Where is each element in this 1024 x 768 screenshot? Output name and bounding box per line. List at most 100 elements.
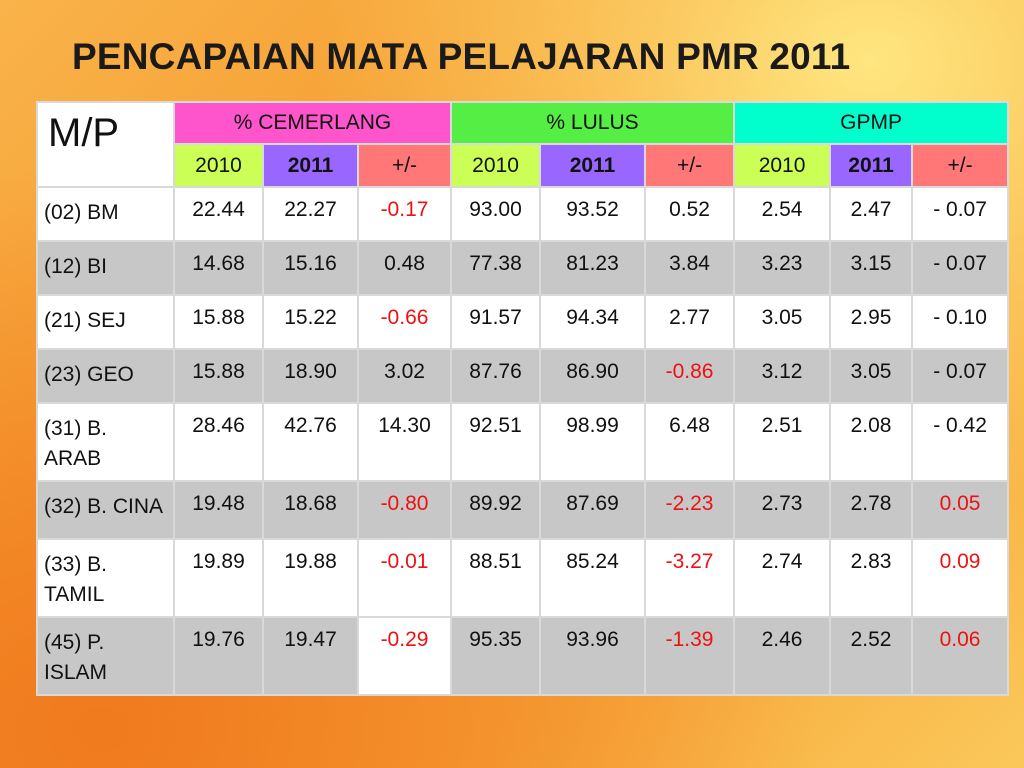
- lulus-2010-cell: 92.51: [450, 402, 542, 482]
- cemerlang-2010-cell: 19.89: [173, 538, 264, 618]
- gpmp-2011-cell: 2.95: [829, 294, 914, 350]
- cemerlang-2011-cell: 19.88: [262, 538, 359, 618]
- table-row: (21) SEJ 15.88 15.22 -0.66 91.57 94.34 2…: [36, 294, 1010, 350]
- gpmp-2011-cell: 3.05: [829, 348, 914, 404]
- lulus-header: % LULUS: [450, 101, 736, 145]
- gpmp-2010-cell: 2.51: [733, 402, 832, 482]
- gpmp-2010-header: 2010: [733, 143, 832, 188]
- gpmp-header: GPMP: [733, 101, 1010, 145]
- cemerlang-2011-header: 2011: [262, 143, 359, 188]
- lulus-2010-cell: 93.00: [450, 186, 542, 242]
- gpmp-change-cell: - 0.07: [911, 240, 1010, 296]
- gpmp-2011-cell: 2.08: [829, 402, 914, 482]
- subject-cell: (21) SEJ: [36, 294, 175, 350]
- cemerlang-2010-cell: 15.88: [173, 294, 264, 350]
- gpmp-2010-cell: 2.74: [733, 538, 832, 618]
- lulus-2011-cell: 94.34: [539, 294, 647, 350]
- subject-cell: (02) BM: [36, 186, 175, 242]
- lulus-2010-cell: 88.51: [450, 538, 542, 618]
- gpmp-change-cell: 0.09: [911, 538, 1010, 618]
- lulus-2011-cell: 98.99: [539, 402, 647, 482]
- lulus-change-cell: -2.23: [644, 480, 736, 540]
- gpmp-2011-cell: 2.83: [829, 538, 914, 618]
- subject-cell: (23) GEO: [36, 348, 175, 404]
- lulus-2011-cell: 93.52: [539, 186, 647, 242]
- cemerlang-2010-cell: 22.44: [173, 186, 264, 242]
- lulus-2011-cell: 93.96: [539, 616, 647, 696]
- lulus-change-header: +/-: [644, 143, 736, 188]
- table-row: (32) B. CINA 19.48 18.68 -0.80 89.92 87.…: [36, 480, 1010, 540]
- lulus-2011-cell: 85.24: [539, 538, 647, 618]
- cemerlang-change-cell: -0.66: [356, 294, 453, 350]
- cemerlang-change-cell: 3.02: [356, 348, 453, 404]
- cemerlang-2011-cell: 15.22: [262, 294, 359, 350]
- lulus-change-cell: -3.27: [644, 538, 736, 618]
- cemerlang-change-cell: -0.17: [356, 186, 453, 242]
- gpmp-2010-cell: 3.23: [733, 240, 832, 296]
- gpmp-change-cell: - 0.07: [911, 348, 1010, 404]
- lulus-change-cell: -1.39: [644, 616, 736, 696]
- cemerlang-2011-cell: 42.76: [262, 402, 359, 482]
- gpmp-2011-cell: 2.52: [829, 616, 914, 696]
- lulus-2010-cell: 77.38: [450, 240, 542, 296]
- gpmp-change-cell: - 0.07: [911, 186, 1010, 242]
- cemerlang-2010-cell: 19.76: [173, 616, 264, 696]
- subject-cell: (32) B. CINA: [36, 480, 175, 540]
- cemerlang-header: % CEMERLANG: [172, 101, 453, 145]
- gpmp-change-header: +/-: [911, 143, 1010, 188]
- subject-cell: (31) B. ARAB: [36, 402, 175, 482]
- gpmp-2010-cell: 3.12: [733, 348, 832, 404]
- table-row: (33) B. TAMIL 19.89 19.88 -0.01 88.51 85…: [36, 538, 1010, 618]
- lulus-2010-header: 2010: [450, 143, 542, 188]
- lulus-2011-cell: 81.23: [539, 240, 647, 296]
- gpmp-2011-cell: 2.78: [829, 480, 914, 540]
- lulus-2011-header: 2011: [539, 143, 647, 188]
- gpmp-2010-cell: 2.46: [733, 616, 832, 696]
- lulus-change-cell: 6.48: [644, 402, 736, 482]
- cemerlang-2011-cell: 19.47: [262, 616, 359, 696]
- lulus-2010-cell: 89.92: [450, 480, 542, 540]
- lulus-2010-cell: 91.57: [450, 294, 542, 350]
- subject-cell: (33) B. TAMIL: [36, 538, 175, 618]
- cemerlang-2011-cell: 22.27: [262, 186, 359, 242]
- cemerlang-change-header: +/-: [356, 143, 453, 188]
- cemerlang-change-cell: -0.29: [356, 616, 453, 696]
- gpmp-change-cell: 0.05: [911, 480, 1010, 540]
- lulus-2011-cell: 87.69: [539, 480, 647, 540]
- cemerlang-2010-cell: 14.68: [173, 240, 264, 296]
- gpmp-2011-header: 2011: [829, 143, 914, 188]
- gpmp-2011-cell: 3.15: [829, 240, 914, 296]
- table-row: (45) P. ISLAM 19.76 19.47 -0.29 95.35 93…: [36, 616, 1010, 696]
- lulus-change-cell: -0.86: [644, 348, 736, 404]
- gpmp-2010-cell: 3.05: [733, 294, 832, 350]
- gpmp-change-cell: 0.06: [911, 616, 1010, 696]
- cemerlang-change-cell: -0.80: [356, 480, 453, 540]
- cemerlang-2011-cell: 18.68: [262, 480, 359, 540]
- gpmp-change-cell: - 0.42: [911, 402, 1010, 482]
- table-row: (02) BM 22.44 22.27 -0.17 93.00 93.52 0.…: [36, 186, 1010, 242]
- gpmp-change-cell: - 0.10: [911, 294, 1010, 350]
- lulus-change-cell: 3.84: [644, 240, 736, 296]
- lulus-2010-cell: 87.76: [450, 348, 542, 404]
- lulus-change-cell: 0.52: [644, 186, 736, 242]
- slide-title: PENCAPAIAN MATA PELAJARAN PMR 2011: [72, 36, 851, 77]
- cemerlang-2010-cell: 19.48: [173, 480, 264, 540]
- lulus-2010-cell: 95.35: [450, 616, 542, 696]
- gpmp-2011-cell: 2.47: [829, 186, 914, 242]
- gpmp-2010-cell: 2.73: [733, 480, 832, 540]
- cemerlang-change-cell: 0.48: [356, 240, 453, 296]
- subject-column-header: M/P: [36, 101, 175, 188]
- lulus-change-cell: 2.77: [644, 294, 736, 350]
- table-row: (12) BI 14.68 15.16 0.48 77.38 81.23 3.8…: [36, 240, 1010, 296]
- cemerlang-change-cell: -0.01: [356, 538, 453, 618]
- lulus-2011-cell: 86.90: [539, 348, 647, 404]
- table-row: (23) GEO 15.88 18.90 3.02 87.76 86.90 -0…: [36, 348, 1010, 404]
- results-table: M/P % CEMERLANG % LULUS GPMP 2010 2011 +…: [36, 101, 1010, 696]
- subject-cell: (45) P. ISLAM: [36, 616, 175, 696]
- cemerlang-2011-cell: 18.90: [262, 348, 359, 404]
- cemerlang-2011-cell: 15.16: [262, 240, 359, 296]
- gpmp-2010-cell: 2.54: [733, 186, 832, 242]
- table-row: (31) B. ARAB 28.46 42.76 14.30 92.51 98.…: [36, 402, 1010, 482]
- cemerlang-2010-header: 2010: [173, 143, 264, 188]
- cemerlang-2010-cell: 15.88: [173, 348, 264, 404]
